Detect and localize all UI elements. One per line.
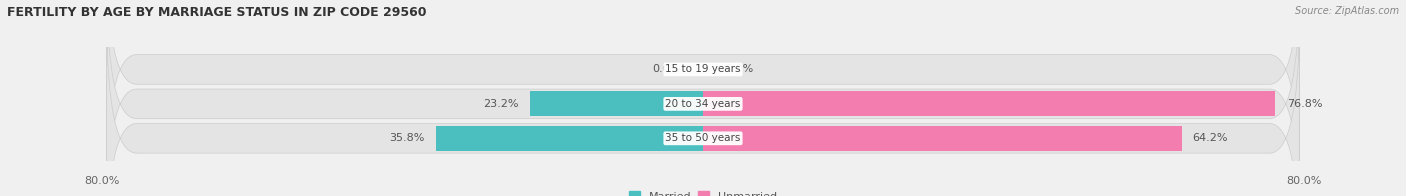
Text: 80.0%: 80.0% xyxy=(1286,176,1322,186)
Bar xyxy=(436,126,703,151)
Bar xyxy=(703,92,1275,116)
Text: FERTILITY BY AGE BY MARRIAGE STATUS IN ZIP CODE 29560: FERTILITY BY AGE BY MARRIAGE STATUS IN Z… xyxy=(7,6,426,19)
Bar xyxy=(703,126,1181,151)
Bar xyxy=(530,92,703,116)
Text: 20 to 34 years: 20 to 34 years xyxy=(665,99,741,109)
Text: 0.0%: 0.0% xyxy=(725,64,754,74)
Text: 80.0%: 80.0% xyxy=(84,176,120,186)
Text: 64.2%: 64.2% xyxy=(1192,133,1229,143)
Text: Source: ZipAtlas.com: Source: ZipAtlas.com xyxy=(1295,6,1399,16)
FancyBboxPatch shape xyxy=(107,0,1299,192)
Text: 35 to 50 years: 35 to 50 years xyxy=(665,133,741,143)
FancyBboxPatch shape xyxy=(107,15,1299,196)
Text: 0.0%: 0.0% xyxy=(652,64,681,74)
FancyBboxPatch shape xyxy=(107,0,1299,196)
Text: 15 to 19 years: 15 to 19 years xyxy=(665,64,741,74)
Legend: Married, Unmarried: Married, Unmarried xyxy=(628,191,778,196)
Text: 23.2%: 23.2% xyxy=(484,99,519,109)
Text: 76.8%: 76.8% xyxy=(1286,99,1322,109)
Text: 35.8%: 35.8% xyxy=(389,133,425,143)
